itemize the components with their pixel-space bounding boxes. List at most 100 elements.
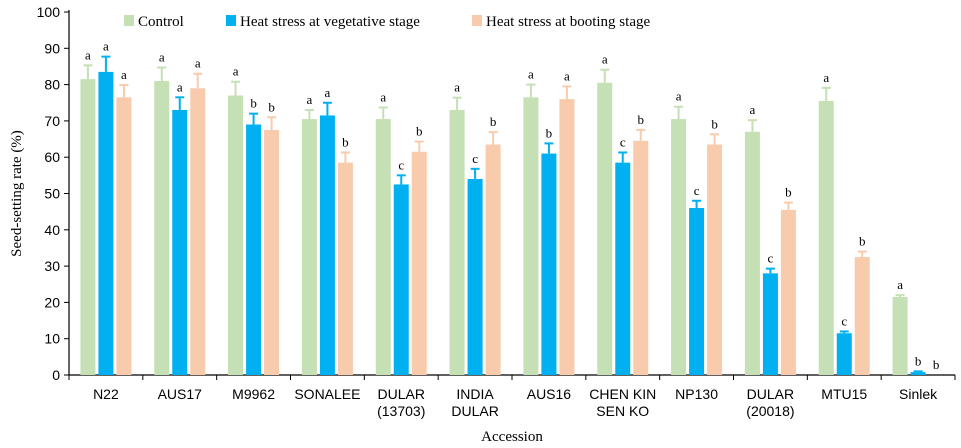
significance-letter: b xyxy=(268,99,275,114)
significance-letter: b xyxy=(859,234,866,249)
y-tick-label: 70 xyxy=(44,113,60,129)
significance-letter: b xyxy=(416,124,423,139)
y-tick-label: 100 xyxy=(37,4,61,20)
category-label: CHEN KIN xyxy=(589,386,656,402)
significance-letter: a xyxy=(676,89,682,104)
significance-letter: b xyxy=(785,185,792,200)
significance-letter: c xyxy=(768,251,774,266)
category-label: Sinlek xyxy=(899,386,938,402)
y-tick-label: 60 xyxy=(44,149,60,165)
significance-letter: a xyxy=(897,277,903,292)
bar-2 xyxy=(707,144,723,375)
bar-1 xyxy=(615,162,631,375)
category-label: AUS16 xyxy=(527,386,572,402)
bar-2 xyxy=(485,144,501,375)
bar-2 xyxy=(116,97,132,376)
category-label: DULAR xyxy=(378,386,425,402)
bar-2 xyxy=(633,140,649,375)
bar-0 xyxy=(228,95,244,376)
significance-letter: c xyxy=(620,134,626,149)
category-label: SONALEE xyxy=(294,386,360,402)
y-tick-label: 20 xyxy=(44,294,60,310)
significance-letter: b xyxy=(711,116,718,131)
bar-1 xyxy=(98,71,114,376)
bar-0 xyxy=(744,131,760,375)
legend-swatch-2 xyxy=(472,15,482,26)
significance-letter: b xyxy=(638,112,645,127)
significance-letter: a xyxy=(454,80,460,95)
significance-letter: a xyxy=(85,47,91,62)
significance-letter: b xyxy=(933,357,940,372)
category-label: MTU15 xyxy=(821,386,867,402)
legend-label-1: Heat stress at vegetative stage xyxy=(240,14,420,30)
y-tick-label: 90 xyxy=(44,40,60,56)
bar-1 xyxy=(467,178,483,375)
significance-letter: a xyxy=(380,89,386,104)
category-label: N22 xyxy=(93,386,119,402)
significance-letter: a xyxy=(602,52,608,67)
category-label: AUS17 xyxy=(158,386,203,402)
bar-1 xyxy=(836,333,852,375)
legend: Control Heat stress at vegetative stage He… xyxy=(124,14,650,30)
y-tick-label: 10 xyxy=(44,331,60,347)
category-label: DULAR xyxy=(451,403,498,419)
bar-1 xyxy=(762,273,778,375)
significance-letter: b xyxy=(250,96,257,111)
axes: 0 10 20 30 40 50 60 70 80 90 100 xyxy=(37,4,956,383)
significance-letter: c xyxy=(694,183,700,198)
bar-0 xyxy=(80,79,96,375)
category-label: (20018) xyxy=(746,403,794,419)
significance-letter: a xyxy=(750,102,756,117)
significance-letter: c xyxy=(841,313,847,328)
bar-2 xyxy=(559,99,575,376)
significance-letter: b xyxy=(915,353,922,368)
bar-1 xyxy=(541,153,557,375)
bar-0 xyxy=(892,296,908,375)
bar-1 xyxy=(689,208,705,375)
y-tick-label: 40 xyxy=(44,222,60,238)
bar-0 xyxy=(375,119,391,376)
significance-letter: b xyxy=(342,134,349,149)
bar-2 xyxy=(337,162,353,375)
bar-0 xyxy=(523,97,539,376)
significance-letter: a xyxy=(177,79,183,94)
bar-0 xyxy=(671,119,687,376)
bar-2 xyxy=(190,88,206,375)
y-axis-label: Seed-setting rate (%) xyxy=(9,130,25,257)
bar-1 xyxy=(319,115,335,375)
significance-letter: a xyxy=(325,85,331,100)
bar-2 xyxy=(780,209,796,375)
category-label: INDIA xyxy=(456,386,494,402)
bar-1 xyxy=(246,124,262,375)
bar-2 xyxy=(264,129,280,375)
y-tick-label: 80 xyxy=(44,77,60,93)
legend-label-0: Control xyxy=(138,14,184,30)
category-label: (13703) xyxy=(377,403,425,419)
significance-letter: a xyxy=(121,67,127,82)
y-tick-label: 0 xyxy=(52,367,60,383)
y-tick-label: 50 xyxy=(44,186,60,202)
legend-swatch-0 xyxy=(124,15,134,26)
significance-letter: a xyxy=(195,56,201,71)
bar-0 xyxy=(301,119,317,376)
labels: Seed-setting rate (%) Accession N22 AUS17 M9… xyxy=(9,39,939,445)
significance-letter: a xyxy=(564,68,570,83)
bar-2 xyxy=(854,257,870,375)
bar-1 xyxy=(172,110,188,375)
significance-letter: c xyxy=(472,151,478,166)
significance-letter: a xyxy=(159,50,165,65)
bar-1 xyxy=(910,372,926,375)
significance-letter: b xyxy=(490,114,497,129)
category-label: M9962 xyxy=(232,386,275,402)
bars xyxy=(80,55,926,376)
bar-0 xyxy=(449,110,465,375)
significance-letter: a xyxy=(307,92,313,107)
x-axis-label: Accession xyxy=(481,429,543,445)
category-label: SEN KO xyxy=(596,403,649,419)
bar-2 xyxy=(411,151,427,375)
bar-0 xyxy=(154,80,170,375)
significance-letter: a xyxy=(103,39,109,54)
significance-letter: b xyxy=(546,125,553,140)
category-label: NP130 xyxy=(675,386,718,402)
